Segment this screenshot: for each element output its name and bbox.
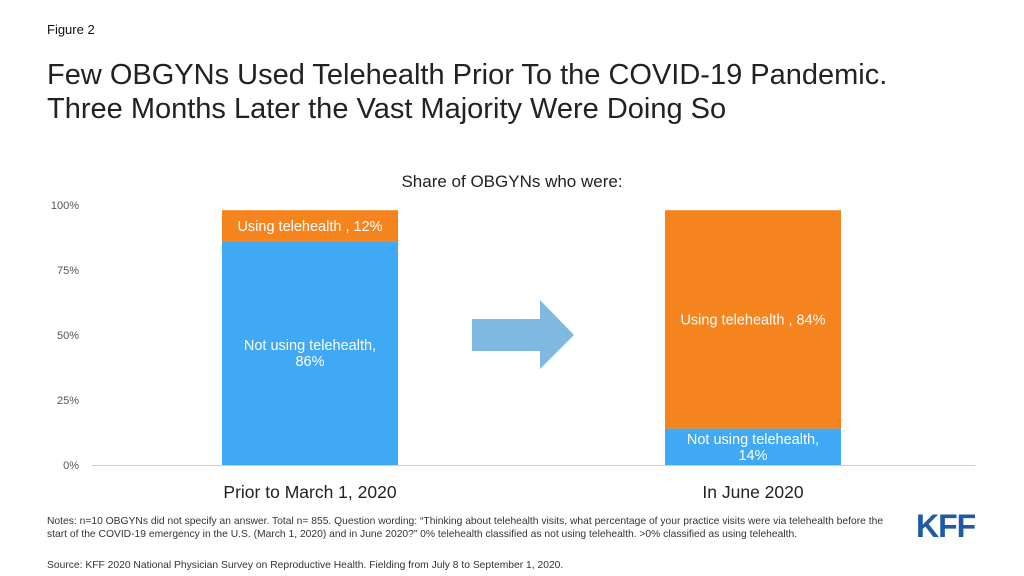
data-label: Not using telehealth,	[687, 432, 819, 448]
bar-not-using	[222, 241, 398, 465]
y-tick-label: 50%	[57, 330, 79, 342]
title-line-2: Three Months Later the Vast Majority Wer…	[47, 93, 727, 125]
kff-logo: KFF	[916, 508, 976, 544]
bar-using	[665, 210, 841, 429]
page-title: Few OBGYNs Used Telehealth Prior To the …	[47, 58, 1007, 126]
chart-title: Share of OBGYNs who were:	[401, 172, 623, 191]
y-tick-label: 25%	[57, 395, 79, 407]
right-arrow-icon	[472, 300, 574, 369]
title-line-1: Few OBGYNs Used Telehealth Prior To the …	[47, 59, 888, 91]
figure-label: Figure 2	[47, 22, 95, 37]
data-label: Using telehealth , 84%	[680, 312, 825, 328]
bar-not-using	[665, 428, 841, 465]
data-label: Using telehealth , 12%	[237, 219, 382, 235]
bar-using	[222, 210, 398, 242]
x-category-label: In June 2020	[702, 482, 803, 502]
data-label: Not using telehealth,	[244, 338, 376, 354]
y-tick-label: 100%	[51, 200, 79, 212]
y-tick-label: 0%	[63, 460, 79, 472]
x-category-label: Prior to March 1, 2020	[223, 482, 396, 502]
data-label: 14%	[738, 448, 767, 464]
source: Source: KFF 2020 National Physician Surv…	[47, 560, 564, 571]
y-tick-label: 75%	[57, 265, 79, 277]
notes: Notes: n=10 OBGYNs did not specify an an…	[47, 516, 884, 540]
data-label: 86%	[295, 354, 324, 370]
